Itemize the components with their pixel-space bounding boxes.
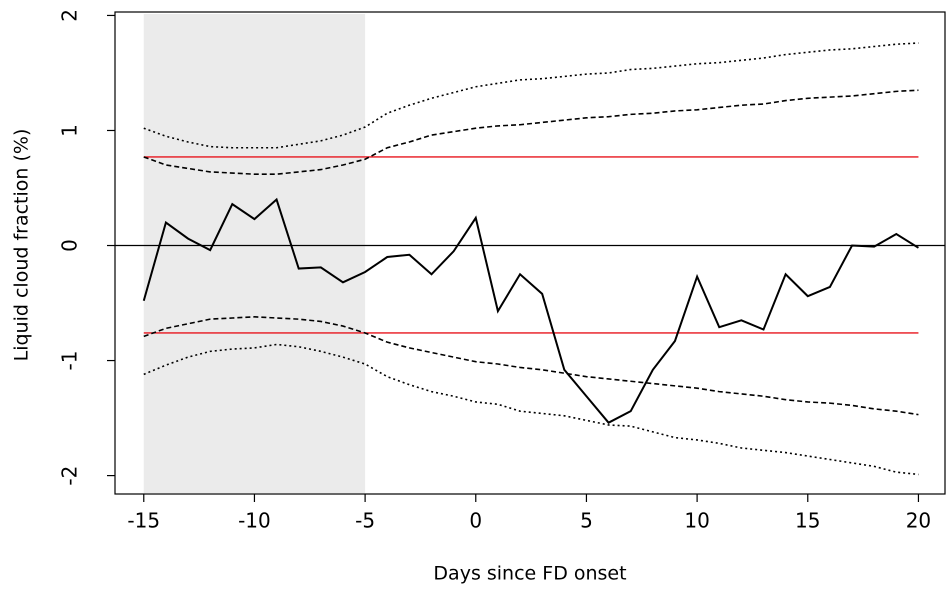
series-line bbox=[143, 316, 919, 416]
y-tick-label: 2 bbox=[58, 9, 82, 22]
shaded-period bbox=[143, 14, 366, 493]
y-tick-label: 1 bbox=[58, 124, 82, 137]
x-tick-label: -10 bbox=[238, 509, 271, 533]
x-tick-label: 10 bbox=[684, 509, 709, 533]
x-tick-label: 20 bbox=[906, 509, 931, 533]
y-axis-title: Liquid cloud fraction (%) bbox=[11, 129, 33, 362]
y-tick-label: 0 bbox=[58, 239, 82, 252]
x-tick-label: 0 bbox=[469, 509, 482, 533]
series-line bbox=[143, 89, 919, 175]
plot-frame bbox=[114, 11, 946, 495]
x-axis-title: Days since FD onset bbox=[433, 563, 626, 585]
series-line bbox=[142, 197, 919, 424]
x-tick-label: 15 bbox=[795, 509, 820, 533]
y-tick-label: -1 bbox=[58, 351, 82, 371]
x-tick-label: 5 bbox=[580, 509, 593, 533]
y-tick-label: -2 bbox=[58, 466, 82, 486]
x-tick-label: -15 bbox=[127, 509, 160, 533]
x-tick-label: -5 bbox=[355, 509, 375, 533]
series-line bbox=[143, 42, 919, 149]
